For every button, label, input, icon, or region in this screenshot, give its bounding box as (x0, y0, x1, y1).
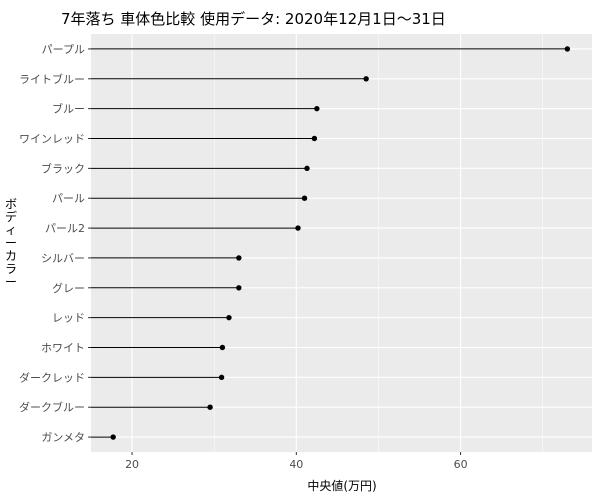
y-axis-label: ボディーカラー (5, 197, 17, 289)
y-tick-label: ホワイト (41, 342, 85, 355)
point-9 (226, 314, 232, 321)
y-tick-label: ライトブルー (19, 72, 85, 86)
point-4 (304, 165, 310, 172)
x-tick-labels: 20 40 60 (125, 452, 468, 471)
point-5 (301, 195, 308, 201)
y-tick-label: グレー (52, 281, 85, 295)
point-13 (110, 434, 116, 440)
x-tick-label: 40 (289, 458, 303, 471)
point-3 (311, 135, 318, 142)
plot-background (91, 34, 592, 452)
chart-title: 7年落ち 車体色比較 使用データ: 2020年12月1日～31日 (61, 10, 446, 28)
point-8 (236, 285, 242, 291)
x-tick-label: 60 (454, 458, 468, 471)
y-tick-label: パープル (42, 43, 85, 56)
y-tick-label: シルバー (41, 252, 85, 265)
x-tick-label: 20 (125, 458, 139, 471)
lollipop-stems (91, 48, 568, 438)
point-7 (236, 255, 242, 261)
y-tick-label: ダークレッド (19, 370, 85, 384)
point-1 (363, 76, 369, 82)
y-tick-label: ダークブルー (19, 400, 85, 414)
x-axis-label: 中央値(万円) (307, 478, 376, 493)
point-10 (219, 344, 226, 351)
y-tick-label: レッド (52, 312, 85, 325)
point-0 (564, 46, 571, 52)
y-tick-label: パール (52, 192, 85, 205)
y-tick-label: パール2 (45, 222, 85, 235)
point-2 (314, 105, 320, 112)
y-tick-label: ガンメタ (41, 431, 85, 444)
y-tick-label: ブルー (52, 102, 85, 116)
point-6 (295, 225, 301, 231)
point-11 (218, 374, 225, 381)
y-tick-label: ワインレッド (19, 133, 85, 146)
lollipop-points (110, 46, 571, 440)
y-tick-label: ブラック (41, 161, 85, 175)
point-12 (207, 404, 213, 410)
